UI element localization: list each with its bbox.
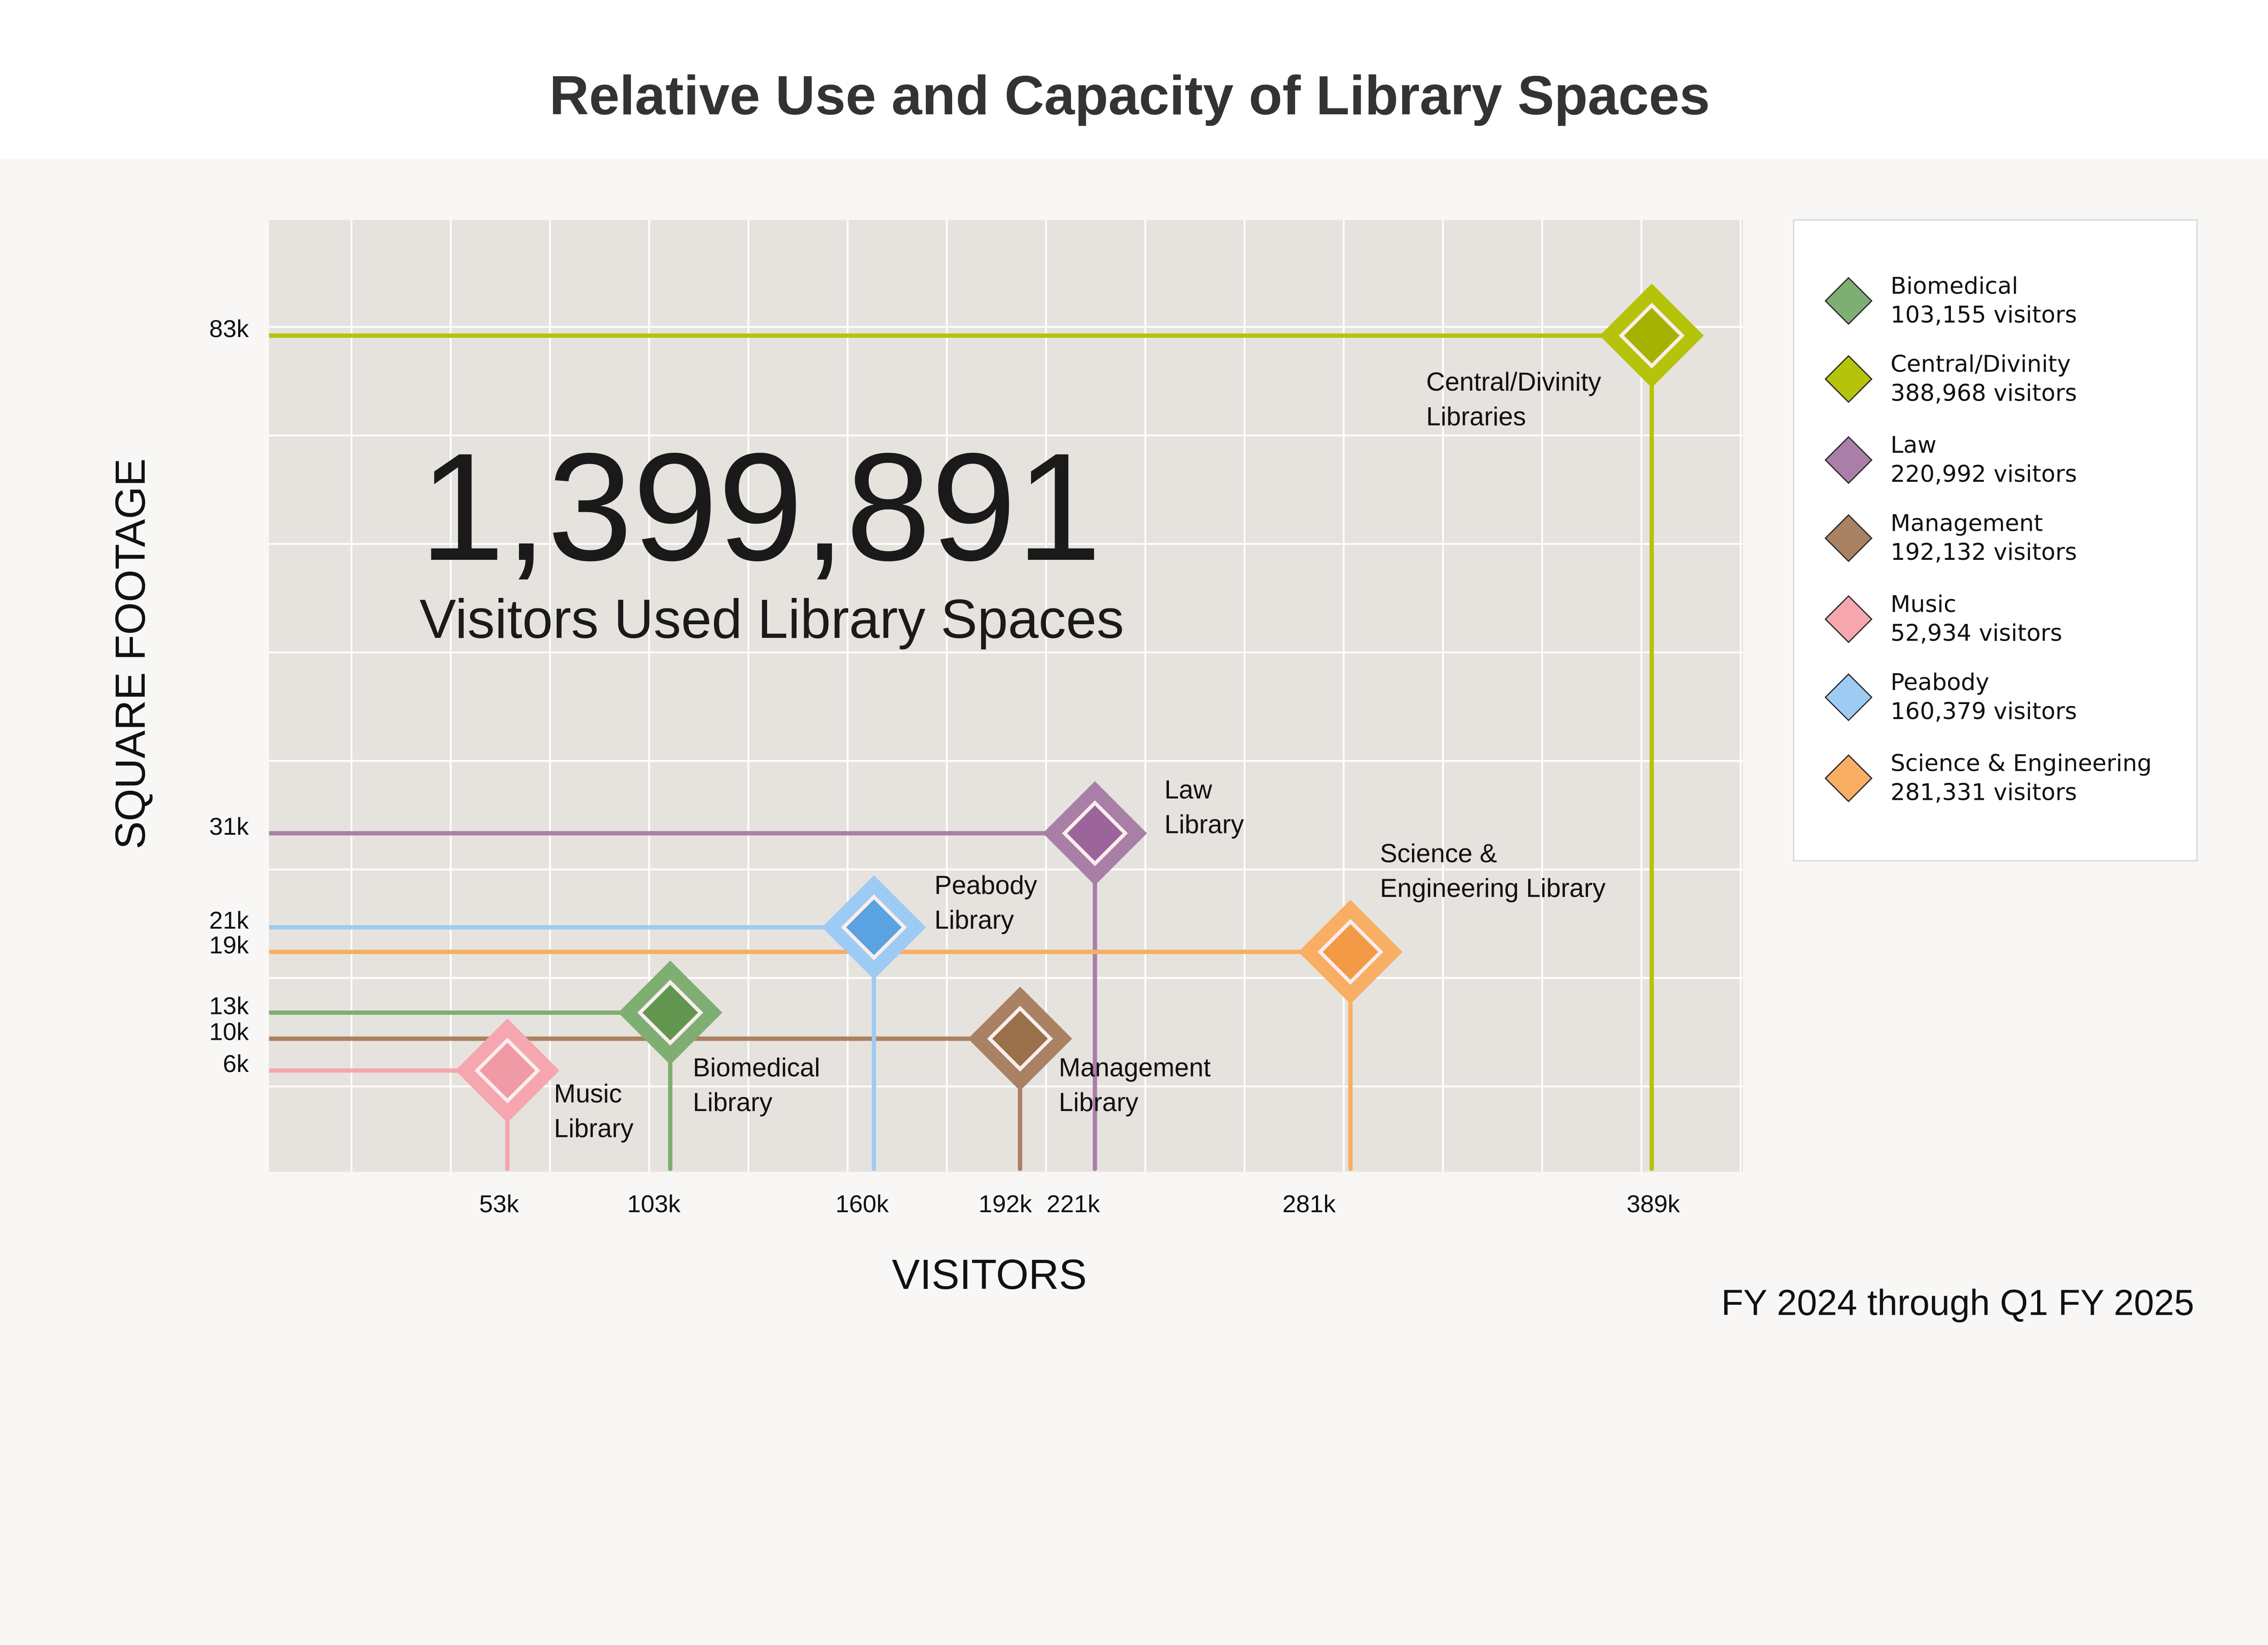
point-label: Management <box>1059 1053 1211 1082</box>
grid <box>269 220 1743 1172</box>
point-label: Engineering Library <box>1380 874 1606 903</box>
x-tick-label: 192k <box>978 1190 1032 1218</box>
headline-value: 1,399,891 <box>420 421 1102 592</box>
legend-value: 103,155 visitors <box>1891 302 2077 328</box>
point-label: Science & <box>1380 839 1497 868</box>
marker-inner <box>474 1038 541 1104</box>
marker-inner <box>1062 800 1128 867</box>
chart: Relative Use and Capacity of Library Spa… <box>0 0 2268 1323</box>
legend-value: 160,379 visitors <box>1891 698 2077 725</box>
legend-value: 388,968 visitors <box>1891 380 2077 406</box>
x-tick-label: 103k <box>627 1190 681 1218</box>
point-label: Music <box>554 1079 622 1108</box>
point-label: Peabody <box>934 871 1037 900</box>
chart-title: Relative Use and Capacity of Library Spa… <box>549 64 1710 126</box>
legend-value: 192,132 visitors <box>1891 539 2077 566</box>
y-tick-label: 31k <box>209 813 249 840</box>
legend-diamond-icon <box>1824 436 1873 484</box>
legend-value: 52,934 visitors <box>1891 620 2063 647</box>
point-label: Library <box>1059 1088 1139 1117</box>
headline-caption: Visitors Used Library Spaces <box>420 588 1124 650</box>
marker-inner <box>1618 303 1685 369</box>
point-label: Biomedical <box>693 1053 820 1082</box>
legend-name: Biomedical <box>1891 273 2019 299</box>
x-tick-label: 281k <box>1282 1190 1336 1218</box>
y-tick-label: 10k <box>209 1018 249 1046</box>
legend-diamond-icon <box>1824 754 1873 803</box>
legend-diamond-icon <box>1824 673 1873 721</box>
point-label: Law <box>1164 775 1212 804</box>
legend-diamond-icon <box>1824 355 1873 403</box>
y-tick-label: 6k <box>223 1050 249 1077</box>
point-label: Library <box>1164 810 1244 839</box>
marker-inner <box>637 979 704 1046</box>
legend-name: Management <box>1891 510 2043 537</box>
legend-name: Peabody <box>1891 669 1989 696</box>
legend-item: Biomedical 103,155 visitors <box>1824 273 2077 328</box>
legend-value: 281,331 visitors <box>1891 779 2077 806</box>
y-tick-label: 19k <box>209 931 249 959</box>
legend-value: 220,992 visitors <box>1891 461 2077 488</box>
marker-inner <box>1317 919 1383 985</box>
y-tick-label: 83k <box>209 315 249 343</box>
marker-inner <box>841 894 907 960</box>
point-label: Library <box>554 1114 634 1143</box>
y-axis-title: SQUARE FOOTAGE <box>107 459 154 849</box>
y-tick-label: 13k <box>209 992 249 1019</box>
legend-diamond-icon <box>1824 514 1873 563</box>
marker-inner <box>987 1005 1053 1072</box>
point-label: Library <box>934 906 1014 935</box>
x-axis-title: VISITORS <box>892 1251 1087 1298</box>
legend-name: Music <box>1891 591 1956 618</box>
x-tick-labels: 53k 103k 160k 192k 221k 281k 389k <box>479 1190 1680 1218</box>
point-labels: Biomedical Library Central/Divinity Librari… <box>554 367 1606 1143</box>
x-tick-label: 160k <box>836 1190 889 1218</box>
x-tick-label: 221k <box>1046 1190 1100 1218</box>
legend-name: Central/Divinity <box>1891 351 2071 378</box>
point-label: Libraries <box>1426 402 1526 431</box>
title-band <box>0 0 2268 159</box>
legend-name: Science & Engineering <box>1891 750 2152 777</box>
legend-diamond-icon <box>1824 595 1873 643</box>
legend: Biomedical 103,155 visitors Central/Divini… <box>1824 273 2152 806</box>
footnote: FY 2024 through Q1 FY 2025 <box>1721 1283 2195 1323</box>
legend-name: Law <box>1891 432 1936 459</box>
x-tick-label: 53k <box>479 1190 519 1218</box>
y-tick-label: 21k <box>209 907 249 934</box>
legend-diamond-icon <box>1824 277 1873 325</box>
x-tick-label: 389k <box>1627 1190 1680 1218</box>
point-label: Library <box>693 1088 772 1117</box>
point-label: Central/Divinity <box>1426 367 1601 397</box>
